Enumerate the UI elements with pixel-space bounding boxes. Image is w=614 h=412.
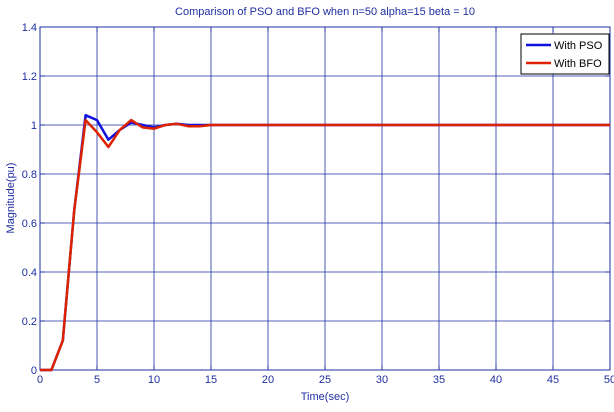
x-tick-label: 50 bbox=[604, 374, 614, 386]
y-tick-label: 0.8 bbox=[22, 169, 37, 181]
x-tick-label: 20 bbox=[262, 374, 274, 386]
x-axis-label: Time(sec) bbox=[301, 391, 349, 403]
y-tick-label: 1.2 bbox=[22, 71, 37, 83]
x-tick-label: 10 bbox=[148, 374, 160, 386]
x-tick-label: 30 bbox=[376, 374, 388, 386]
legend-box bbox=[520, 33, 610, 75]
x-tick-label: 5 bbox=[94, 374, 100, 386]
x-tick-label: 45 bbox=[547, 374, 559, 386]
legend-label-bfo: With BFO bbox=[554, 58, 602, 70]
x-tick-label: 25 bbox=[319, 374, 331, 386]
axis-ticks: 0 5 10 15 20 25 30 35 40 45 50 0 0.2 0.4 0.6 0.8 1 1.2 1.4 bbox=[22, 22, 614, 386]
x-tick-label: 0 bbox=[37, 374, 43, 386]
y-tick-label: 0 bbox=[31, 365, 37, 377]
x-tick-label: 15 bbox=[205, 374, 217, 386]
y-tick-label: 1.4 bbox=[22, 22, 37, 34]
legend-label-pso: With PSO bbox=[554, 40, 603, 52]
y-tick-label: 0.2 bbox=[22, 316, 37, 328]
x-tick-label: 40 bbox=[490, 374, 502, 386]
chart-title: Comparison of PSO and BFO when n=50 alph… bbox=[175, 6, 475, 18]
legend: With PSO With BFO bbox=[520, 33, 610, 75]
y-tick-label: 1 bbox=[31, 120, 37, 132]
y-axis-label: Magnitude(pu) bbox=[5, 163, 17, 234]
y-tick-label: 0.4 bbox=[22, 267, 37, 279]
x-tick-label: 35 bbox=[433, 374, 445, 386]
series-layer bbox=[40, 113, 610, 372]
series-line-bfo bbox=[40, 118, 610, 372]
y-tick-label: 0.6 bbox=[22, 218, 37, 230]
